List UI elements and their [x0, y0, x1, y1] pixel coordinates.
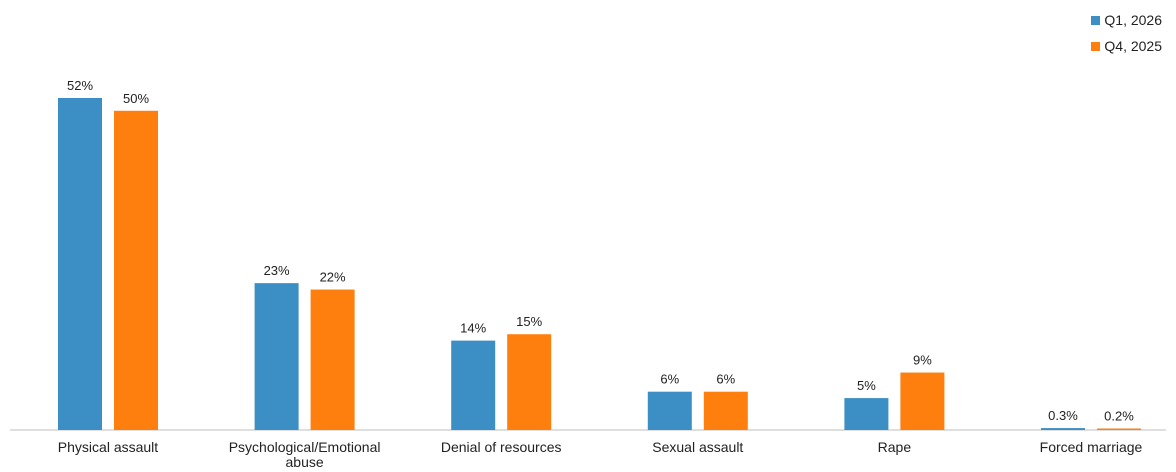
data-label-rape-q1-2026: 5%	[857, 378, 876, 393]
data-label-physical-assault-q4-2025: 50%	[123, 91, 149, 106]
bars-layer	[58, 98, 1141, 431]
bar-forced-marriage-q1-2026	[1041, 428, 1085, 430]
legend-label-q4-2025: Q4, 2025	[1104, 38, 1162, 54]
bar-physical-assault-q4-2025	[114, 110, 158, 431]
bar-denial-of-resources-q4-2025	[507, 334, 552, 430]
data-label-rape-q4-2025: 9%	[913, 353, 932, 368]
legend: Q1, 2026 Q4, 2025	[1091, 10, 1162, 62]
legend-swatch-q1-2026	[1091, 15, 1101, 25]
bar-rape-q1-2026	[844, 398, 889, 430]
legend-label-q1-2026: Q1, 2026	[1104, 12, 1162, 28]
bar-rape-q4-2025	[900, 372, 945, 430]
data-labels-layer: 52% 50% 23% 22% 14% 15% 6% 6% 5% 9% 0.3% 0.2%	[67, 78, 1134, 424]
bar-physical-assault-q1-2026	[58, 98, 102, 430]
legend-item-q4-2025: Q4, 2025	[1091, 36, 1162, 56]
category-label-denial-of-resources: Denial of resources	[441, 439, 562, 455]
bar-psychological-emotional-abuse-q1-2026	[254, 283, 299, 430]
data-label-sexual-assault-q4-2025: 6%	[716, 372, 735, 387]
data-label-denial-of-resources-q1-2026: 14%	[460, 321, 486, 336]
bar-sexual-assault-q1-2026	[647, 391, 692, 430]
category-label-sexual-assault: Sexual assault	[652, 439, 743, 455]
data-label-physical-assault-q1-2026: 52%	[67, 78, 93, 93]
bar-psychological-emotional-abuse-q4-2025	[310, 289, 355, 430]
data-label-denial-of-resources-q4-2025: 15%	[516, 314, 542, 329]
data-label-psychological-emotional-abuse-q4-2025: 22%	[320, 270, 346, 285]
data-label-psychological-emotional-abuse-q1-2026: 23%	[264, 263, 290, 278]
category-label-physical-assault: Physical assault	[58, 439, 158, 455]
bar-denial-of-resources-q1-2026	[451, 340, 496, 430]
bar-forced-marriage-q4-2025	[1097, 428, 1141, 430]
bar-sexual-assault-q4-2025	[703, 391, 748, 430]
category-label-rape: Rape	[878, 439, 912, 455]
data-label-sexual-assault-q1-2026: 6%	[660, 372, 679, 387]
category-label-forced-marriage: Forced marriage	[1040, 439, 1143, 455]
data-label-forced-marriage-q1-2026: 0.3%	[1048, 408, 1078, 423]
category-labels-layer: Physical assault Psychological/Emotional a…	[58, 439, 1143, 470]
category-label-psychological-emotional-abuse: Psychological/Emotional abuse	[229, 439, 381, 470]
data-label-forced-marriage-q4-2025: 0.2%	[1104, 409, 1134, 424]
legend-item-q1-2026: Q1, 2026	[1091, 10, 1162, 30]
legend-swatch-q4-2025	[1091, 41, 1101, 51]
